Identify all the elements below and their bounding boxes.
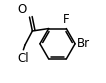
Text: O: O: [18, 3, 27, 16]
Text: Br: Br: [77, 37, 90, 50]
Text: Cl: Cl: [18, 52, 29, 65]
Text: F: F: [63, 14, 70, 26]
